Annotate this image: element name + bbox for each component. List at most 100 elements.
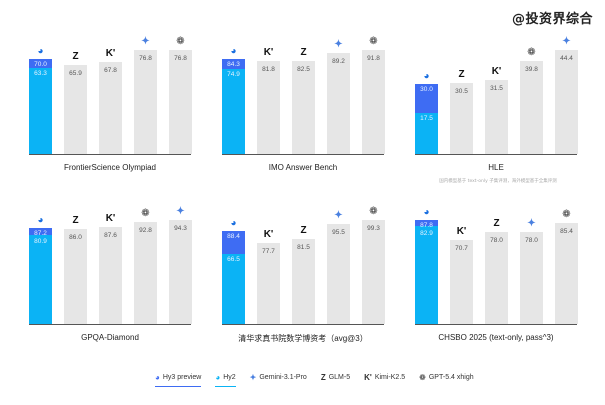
value-label: 67.8 [104, 67, 117, 75]
plot-area: 87.8 82.9 ◕ 70.7 K' 78.0 Z 78.0 ✦ 85.4 ❁ [415, 200, 578, 325]
bar-hy: 30.0 17.5 ◕ [415, 71, 438, 154]
value-label: 30.5 [455, 87, 468, 95]
chart-footnote: 国内模型基于 text-only 子集评测，海外模型基于全集评测 [439, 179, 557, 184]
value-label: 86.0 [69, 234, 82, 242]
bar-gpt-5-4-xhigh: 99.3 ❁ [362, 207, 385, 324]
value-label: 76.8 [174, 55, 187, 62]
bar-hy2 [415, 113, 438, 154]
value-label: 81.5 [297, 243, 310, 251]
bar-hy2 [222, 254, 245, 324]
hunyuan-icon: ◕ [230, 218, 237, 230]
zhipu-z-icon: Z [493, 217, 500, 229]
bar-gpt-5-4-xhigh: 92.8 ❁ [134, 208, 157, 324]
bar-gemini-3-1-pro: 89.2 ✦ [327, 39, 350, 154]
zhipu-z-icon: Z [320, 373, 326, 382]
plot-area: 88.4 66.5 ◕ 77.7 K' 81.5 Z 95.5 ✦ 99.3 ❁ [222, 200, 385, 325]
value-label: 78.0 [490, 236, 503, 244]
bar-hy2 [415, 225, 438, 324]
gemini-sparkle-icon: ✦ [562, 36, 571, 47]
hunyuan-icon: ◕ [155, 373, 160, 382]
value-label-hy3: 88.4 [227, 233, 240, 241]
value-label: 65.9 [69, 69, 82, 77]
kimi-k-icon: K' [456, 226, 467, 238]
value-label: 39.8 [525, 65, 538, 73]
hunyuan-icon: ◕ [37, 214, 44, 226]
bar-glm-5: 78.0 Z [485, 218, 508, 324]
value-label: 82.5 [297, 65, 310, 73]
value-label: 91.8 [367, 55, 380, 62]
hunyuan-icon: ◕ [423, 70, 430, 82]
chart-title: GPQA-Diamond [81, 333, 139, 342]
legend-glm: Z GLM-5 [321, 373, 350, 385]
hunyuan-icon: ◕ [37, 46, 44, 58]
zhipu-z-icon: Z [458, 68, 465, 80]
chart-title: FrontierScience Olympiad [63, 163, 157, 172]
openai-icon: ❁ [176, 36, 185, 47]
bar-hy: 88.4 66.5 ◕ [222, 219, 245, 324]
hunyuan-icon: ◕ [230, 45, 237, 57]
bar-hy2 [222, 69, 245, 154]
chart-panel: 88.4 66.5 ◕ 77.7 K' 81.5 Z 95.5 ✦ 99.3 ❁ 清华求真书院数学博资… [222, 200, 392, 350]
bar-fill [485, 231, 508, 324]
value-label-hy2: 63.3 [34, 70, 47, 78]
value-label-hy3: 84.3 [227, 60, 240, 68]
kimi-k-icon: K' [105, 213, 116, 225]
value-label-hy3: 70.0 [34, 61, 47, 69]
legend-label: Hy2 [223, 374, 236, 381]
bar-fill [450, 240, 473, 324]
bar-fill [134, 50, 157, 154]
value-label: 94.3 [174, 225, 187, 232]
hunyuan-icon: ◕ [423, 207, 430, 218]
plot-area: 30.0 17.5 ◕ 30.5 Z 31.5 K' 39.8 ❁ 44.4 ✦ [415, 30, 578, 155]
legend-label: Gemini-3.1-Pro [259, 374, 307, 381]
bar-kimi-k2-5: 87.6 K' [99, 214, 122, 324]
legend-label: Hy3 preview [162, 374, 202, 381]
bar-fill [520, 60, 543, 154]
bar-kimi-k2-5: 81.8 K' [257, 48, 280, 154]
bar-kimi-k2-5: 77.7 K' [257, 229, 280, 324]
bar-fill [64, 229, 87, 324]
bar-glm-5: 82.5 Z [292, 47, 315, 154]
openai-icon: ❁ [562, 208, 571, 220]
value-label-hy2: 82.9 [420, 230, 433, 237]
bar-gpt-5-4-xhigh: 85.4 ❁ [555, 209, 578, 324]
zhipu-z-icon: Z [300, 46, 307, 58]
gemini-sparkle-icon: ✦ [141, 36, 150, 47]
chart-panel: 84.3 74.9 ◕ 81.8 K' 82.5 Z 89.2 ✦ 91.8 ❁ IMO Answer… [222, 30, 392, 180]
chart-title: IMO Answer Bench [268, 163, 338, 172]
value-label: 76.8 [139, 55, 152, 62]
kimi-k-icon: K' [263, 228, 274, 240]
legend-hy2: ◕ Hy2 [215, 373, 236, 387]
legend-label: Kimi-K2.5 [374, 374, 406, 381]
kimi-k-icon: K' [491, 66, 502, 78]
legend-label: GPT-5.4 xhigh [428, 374, 474, 381]
zhipu-z-icon: Z [72, 50, 79, 62]
chart-title: HLE [488, 163, 504, 172]
value-label: 70.7 [455, 245, 468, 253]
bar-gemini-3-1-pro: 78.0 ✦ [520, 218, 543, 324]
bar-gemini-3-1-pro: 76.8 ✦ [134, 37, 157, 154]
legend: ◕ Hy3 preview ◕ Hy2 ✦ Gemini-3.1-Pro Z G… [155, 373, 474, 387]
legend-gpt: ❁ GPT-5.4 xhigh [419, 373, 473, 385]
bar-gpt-5-4-xhigh: 39.8 ❁ [520, 47, 543, 154]
plot-area: 70.0 63.3 ◕ 65.9 Z 67.8 K' 76.8 ✦ 76.8 ❁ [29, 30, 192, 155]
value-label-hy3: 87.8 [420, 222, 433, 229]
bar-gpt-5-4-xhigh: 76.8 ❁ [169, 37, 192, 154]
gemini-sparkle-icon: ✦ [176, 206, 185, 217]
value-label: 85.4 [560, 227, 573, 235]
chart-title: 清华求真书院数学博资考（avg@3） [238, 334, 368, 343]
bar-fill [169, 50, 192, 154]
gemini-sparkle-icon: ✦ [334, 38, 343, 50]
bar-hy: 87.8 82.9 ◕ [415, 208, 438, 324]
bar-fill [327, 223, 350, 324]
bar-glm-5: 30.5 Z [450, 69, 473, 154]
openai-icon: ❁ [369, 206, 378, 217]
value-label: 44.4 [560, 55, 573, 62]
bar-fill [99, 62, 122, 154]
value-label-hy3: 87.2 [34, 229, 47, 237]
bar-glm-5: 65.9 Z [64, 51, 87, 154]
bar-fill [362, 220, 385, 324]
legend-gemini: ✦ Gemini-3.1-Pro [250, 373, 307, 385]
bar-glm-5: 86.0 Z [64, 216, 87, 324]
chart-panel: 70.0 63.3 ◕ 65.9 Z 67.8 K' 76.8 ✦ 76.8 ❁ FrontierSc… [29, 30, 199, 180]
